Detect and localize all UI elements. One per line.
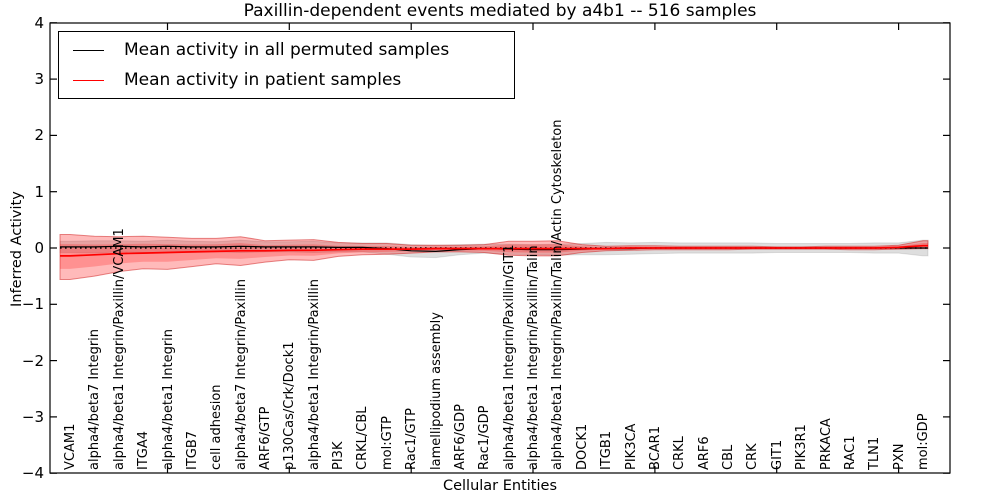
x-tick-label: TLN1 <box>867 436 883 470</box>
x-tick-label: mol:GDP <box>916 413 931 470</box>
y-tick-label: 2 <box>34 126 44 144</box>
x-tick-label: CRK <box>745 443 761 470</box>
x-tick-label: alpha4/beta1 Integrin/Paxillin/GIT1 <box>501 244 517 470</box>
x-tick-label: PIK3R1 <box>794 424 810 470</box>
x-tick-label: BCAR1 <box>647 426 663 470</box>
x-tick-label: lamellipodium assembly <box>428 312 444 470</box>
x-tick-label: alpha4/beta1 Integrin <box>160 328 176 470</box>
x-tick-label: CRKL <box>672 436 688 470</box>
legend-line-sample-black <box>73 49 104 51</box>
x-tick-label: cell adhesion <box>209 384 225 470</box>
x-tick-label: p130Cas/Crk/Dock1 <box>282 341 298 470</box>
y-tick-label: 1 <box>34 183 44 201</box>
x-tick-label: PRKACA <box>818 418 834 470</box>
y-tick-label: −1 <box>21 295 44 313</box>
legend-entry-permuted: Mean activity in all permuted samples <box>59 35 514 65</box>
x-tick-label: alpha4/beta1 Integrin/Paxillin <box>306 278 322 470</box>
axis-ticks <box>50 22 950 474</box>
y-tick-label: 0 <box>34 239 44 257</box>
confidence-bands <box>59 234 929 280</box>
legend: Mean activity in all permuted samples Me… <box>58 31 515 99</box>
legend-label-permuted: Mean activity in all permuted samples <box>124 40 450 60</box>
x-tick-label: ITGB1 <box>599 430 615 470</box>
patient-confidence-band-inner <box>60 243 928 269</box>
x-tick-label: RAC1 <box>842 435 858 470</box>
x-tick-label: ARF6/GDP <box>452 404 468 470</box>
x-tick-label: Rac1/GTP <box>404 408 420 470</box>
x-tick-label: ARF6 <box>696 436 712 470</box>
y-tick-label: −2 <box>21 352 44 370</box>
x-tick-label: PIK3CA <box>623 423 639 470</box>
x-tick-label: CRKL/CBL <box>355 406 371 471</box>
x-tick-label: mol:GTP <box>379 416 395 470</box>
x-tick-label: alpha4/beta1 Integrin/Paxillin/VCAM1 <box>111 228 127 470</box>
x-tick-label: ITGB7 <box>184 430 200 470</box>
patient-mean-line <box>60 244 928 257</box>
x-tick-label: GIT1 <box>769 439 785 470</box>
x-tick-label: PXN <box>891 443 907 470</box>
x-tick-label: ARF6/GTP <box>258 406 273 470</box>
legend-label-patient: Mean activity in patient samples <box>124 70 402 90</box>
x-tick-label: alpha4/beta1 Integrin/Paxillin/Talin/Act… <box>550 119 566 470</box>
series-lines <box>60 244 928 257</box>
x-tick-label: CBL <box>721 444 736 470</box>
x-tick-label: VCAM1 <box>63 423 78 470</box>
x-tick-label: PI3K <box>331 441 347 470</box>
x-tick-label: ITGA4 <box>136 430 152 470</box>
y-tick-label: 3 <box>34 70 44 88</box>
legend-entry-patient: Mean activity in patient samples <box>59 65 514 95</box>
x-tick-label: Rac1/GDP <box>477 405 493 470</box>
chart-title: Paxillin-dependent events mediated by a4… <box>243 1 757 21</box>
y-tick-label: −3 <box>21 408 44 426</box>
x-axis-label: Cellular Entities <box>442 478 558 494</box>
x-tick-label: alpha4/beta7 Integrin/Paxillin <box>233 278 249 470</box>
x-tick-label: DOCK1 <box>574 423 590 470</box>
y-tick-label: −4 <box>21 464 44 482</box>
y-tick-label: 4 <box>34 14 44 32</box>
x-tick-label: alpha4/beta1 Integrin/Paxillin/Talin <box>526 245 541 470</box>
x-tick-label: alpha4/beta7 Integrin <box>87 328 103 470</box>
legend-line-sample-red <box>73 79 104 81</box>
